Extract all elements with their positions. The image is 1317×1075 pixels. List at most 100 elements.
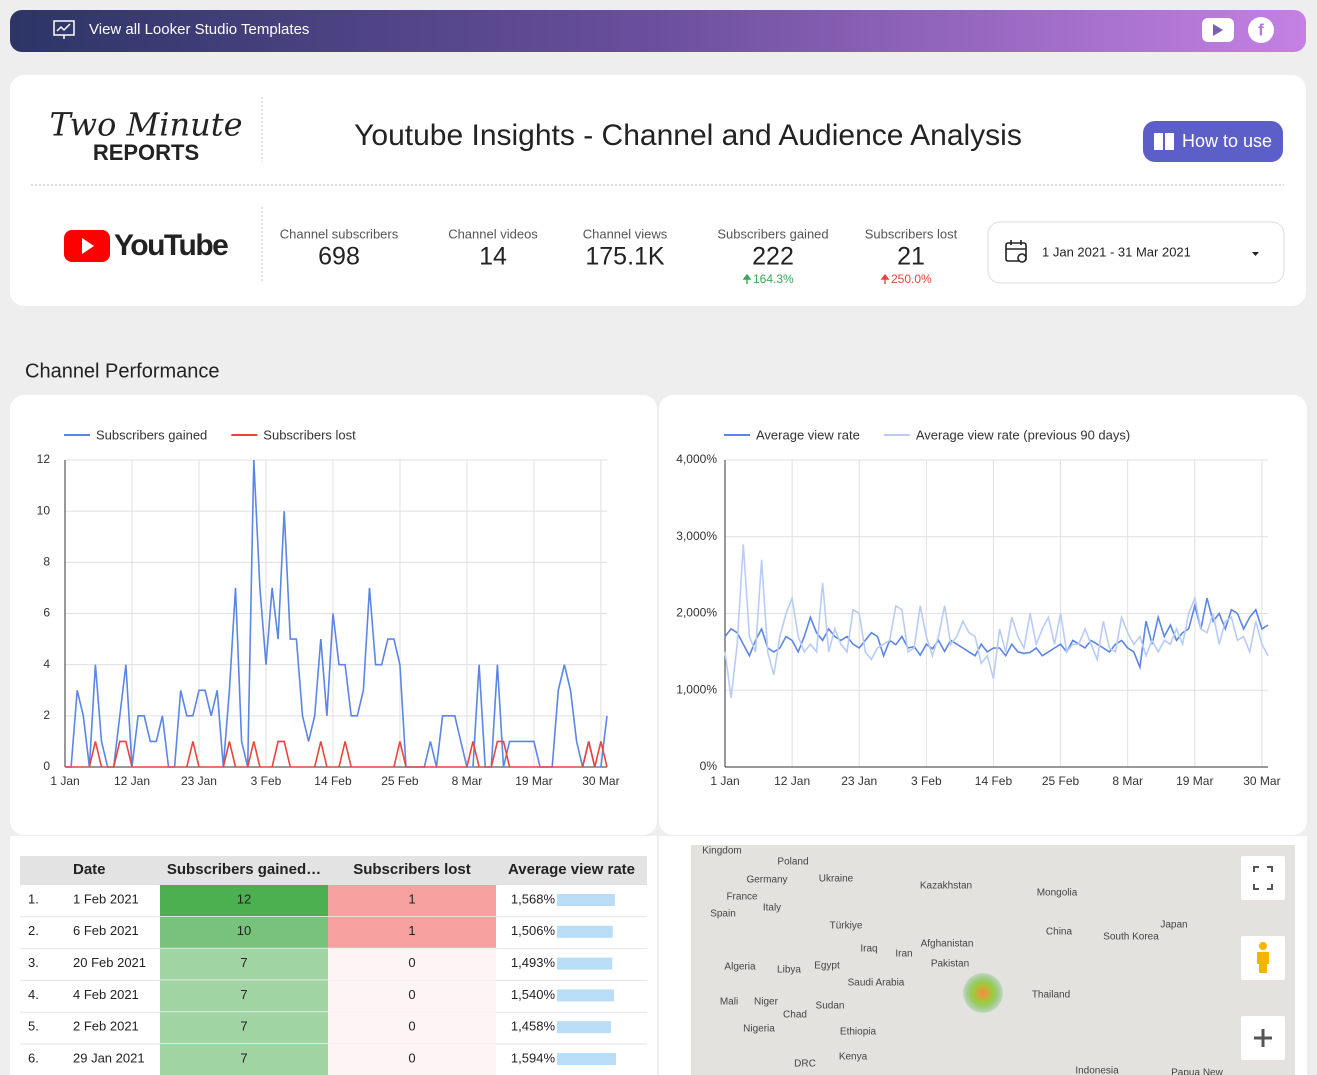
map-label: France bbox=[726, 892, 758, 903]
date-picker[interactable] bbox=[987, 221, 1285, 284]
date-cell: 29 Jan 2021 bbox=[73, 1050, 145, 1065]
table-header bbox=[20, 856, 647, 885]
section-title: Channel Performance bbox=[25, 360, 220, 382]
how-to-label[interactable]: How to use bbox=[1182, 131, 1272, 151]
map-label: Papua New bbox=[1171, 1068, 1223, 1075]
gained-cell: 7 bbox=[240, 987, 247, 1002]
rate-bar bbox=[557, 894, 616, 906]
series-line bbox=[65, 459, 608, 768]
logo-bottom: REPORTS bbox=[93, 140, 199, 165]
map-label: Ethiopia bbox=[840, 1027, 877, 1038]
row-index: 1. bbox=[28, 891, 39, 906]
heat-cell bbox=[328, 1044, 496, 1075]
row-index: 5. bbox=[28, 1019, 39, 1034]
row-index: 3. bbox=[28, 955, 39, 970]
kpi-row: Channel subscribers 698 Channel videos 14 Ch… bbox=[280, 226, 958, 286]
rate-bar bbox=[557, 957, 613, 970]
map-label: DRC bbox=[794, 1059, 816, 1070]
kpi-value: 14 bbox=[479, 243, 507, 271]
row-index: 6. bbox=[28, 1050, 39, 1065]
y-tick-label: 12 bbox=[37, 452, 51, 466]
rate-cell: 1,493% bbox=[511, 955, 556, 970]
kpi-value: 222 bbox=[752, 243, 794, 271]
date-cell: 4 Feb 2021 bbox=[73, 987, 139, 1002]
map-label: Libya bbox=[777, 965, 801, 976]
map-label: South Korea bbox=[1103, 932, 1159, 943]
heat-point bbox=[963, 973, 1003, 1013]
kpi-label: Channel videos bbox=[448, 226, 538, 241]
kpi-change: 250.0% bbox=[891, 272, 932, 286]
map-label: Afghanistan bbox=[921, 939, 974, 950]
chart-card bbox=[659, 395, 1307, 835]
map-label: Algeria bbox=[724, 962, 756, 973]
map-label: Germany bbox=[746, 875, 787, 886]
map-label: Mali bbox=[720, 997, 738, 1008]
heat-cell bbox=[328, 948, 496, 980]
legend-label: Subscribers gained bbox=[96, 427, 207, 442]
y-tick-label: 6 bbox=[43, 606, 50, 620]
x-tick-label: 30 Mar bbox=[1243, 774, 1280, 788]
y-tick-label: 0% bbox=[700, 759, 718, 773]
x-tick-label: 19 Mar bbox=[1176, 774, 1213, 788]
map[interactable] bbox=[691, 845, 1295, 1075]
lost-cell: 0 bbox=[408, 1050, 415, 1065]
date-cell: 2 Feb 2021 bbox=[73, 1019, 139, 1034]
x-tick-label: 19 Mar bbox=[515, 774, 552, 788]
kpi-value: 175.1K bbox=[585, 243, 665, 271]
series-line bbox=[724, 544, 1269, 699]
heat-cell bbox=[160, 885, 328, 916]
map-label: Egypt bbox=[814, 961, 840, 972]
map-label: Ukraine bbox=[819, 874, 854, 885]
map-label: Saudi Arabia bbox=[848, 978, 905, 989]
legend-label: Subscribers lost bbox=[263, 427, 356, 442]
column-header: Subscribers gained… bbox=[167, 861, 321, 878]
map-label: Italy bbox=[763, 903, 781, 914]
fullscreen-icon bbox=[1253, 866, 1273, 890]
x-tick-label: 1 Jan bbox=[710, 774, 739, 788]
kpi-value: 21 bbox=[897, 243, 925, 271]
rate-cell: 1,568% bbox=[511, 891, 556, 906]
how-to-button[interactable] bbox=[1143, 121, 1283, 162]
rate-bar bbox=[557, 989, 614, 1002]
heat-cell bbox=[328, 885, 496, 916]
play-icon bbox=[1213, 24, 1223, 36]
y-tick-label: 8 bbox=[43, 555, 50, 569]
column-header: Subscribers lost bbox=[353, 861, 471, 878]
rate-cell: 1,594% bbox=[511, 1050, 556, 1065]
x-tick-label: 12 Jan bbox=[114, 774, 150, 788]
date-cell: 20 Feb 2021 bbox=[73, 955, 146, 970]
map-label: Pakistan bbox=[931, 959, 969, 970]
lost-cell: 0 bbox=[408, 955, 415, 970]
map-label: Poland bbox=[777, 857, 808, 868]
y-tick-label: 2,000% bbox=[676, 606, 717, 620]
heat-cell bbox=[160, 1044, 328, 1075]
y-tick-label: 3,000% bbox=[676, 529, 717, 543]
rate-bar bbox=[557, 1021, 611, 1034]
banner-link[interactable]: View all Looker Studio Templates bbox=[89, 21, 309, 38]
heat-cell bbox=[160, 980, 328, 1012]
dropdown-arrow[interactable] bbox=[1252, 252, 1259, 256]
x-tick-label: 8 Mar bbox=[1112, 774, 1143, 788]
header-card bbox=[10, 75, 1306, 306]
logo-top: Two Minute bbox=[49, 106, 242, 144]
heat-cell bbox=[328, 980, 496, 1012]
map-label: Türkiye bbox=[830, 921, 863, 932]
y-tick-label: 10 bbox=[37, 503, 51, 517]
y-tick-label: 2 bbox=[43, 708, 50, 722]
facebook-button[interactable] bbox=[1248, 17, 1274, 43]
rate-cell: 1,458% bbox=[511, 1019, 556, 1034]
x-tick-label: 23 Jan bbox=[841, 774, 877, 788]
map-label: China bbox=[1046, 927, 1073, 938]
lost-cell: 0 bbox=[408, 1019, 415, 1034]
banner[interactable] bbox=[10, 10, 1306, 52]
youtube-play bbox=[82, 238, 94, 254]
change-arrow bbox=[880, 273, 890, 284]
date-range[interactable]: 1 Jan 2021 - 31 Mar 2021 bbox=[1042, 244, 1191, 259]
table: Date Subscribers gained… Subscribers lost A… bbox=[20, 856, 647, 1075]
change-arrow bbox=[742, 273, 752, 284]
fullscreen-button[interactable] bbox=[1241, 856, 1285, 900]
lost-cell: 0 bbox=[408, 987, 415, 1002]
kpi-change: 164.3% bbox=[753, 272, 794, 286]
book-icon bbox=[1154, 133, 1174, 150]
